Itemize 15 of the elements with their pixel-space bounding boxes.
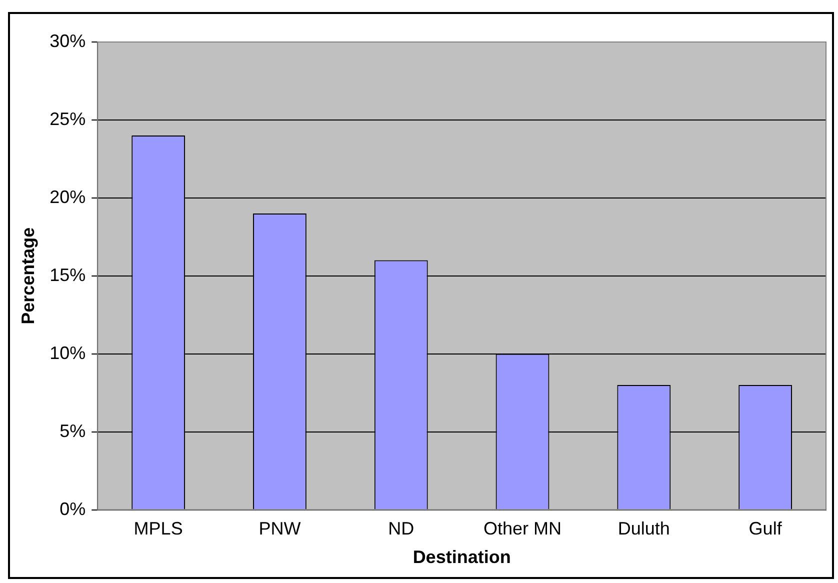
x-tick-label: Duluth <box>618 518 670 539</box>
y-tick-label: 25% <box>50 108 86 129</box>
y-axis-title: Percentage <box>18 227 38 324</box>
y-tick-label: 5% <box>60 420 86 441</box>
x-tick-label: Gulf <box>748 518 783 539</box>
y-tick-label: 30% <box>50 30 86 51</box>
x-axis-title: Destination <box>412 547 511 568</box>
x-tick-label: Other MN <box>484 518 562 539</box>
y-tick-label: 20% <box>50 186 86 207</box>
y-tick-label: 10% <box>50 342 86 363</box>
x-tick-label: PNW <box>258 518 301 539</box>
y-tick-label: 15% <box>50 264 86 285</box>
x-tick-label: MPLS <box>134 518 183 539</box>
x-tick-label: ND <box>388 518 414 539</box>
y-tick-label: 0% <box>60 498 86 519</box>
